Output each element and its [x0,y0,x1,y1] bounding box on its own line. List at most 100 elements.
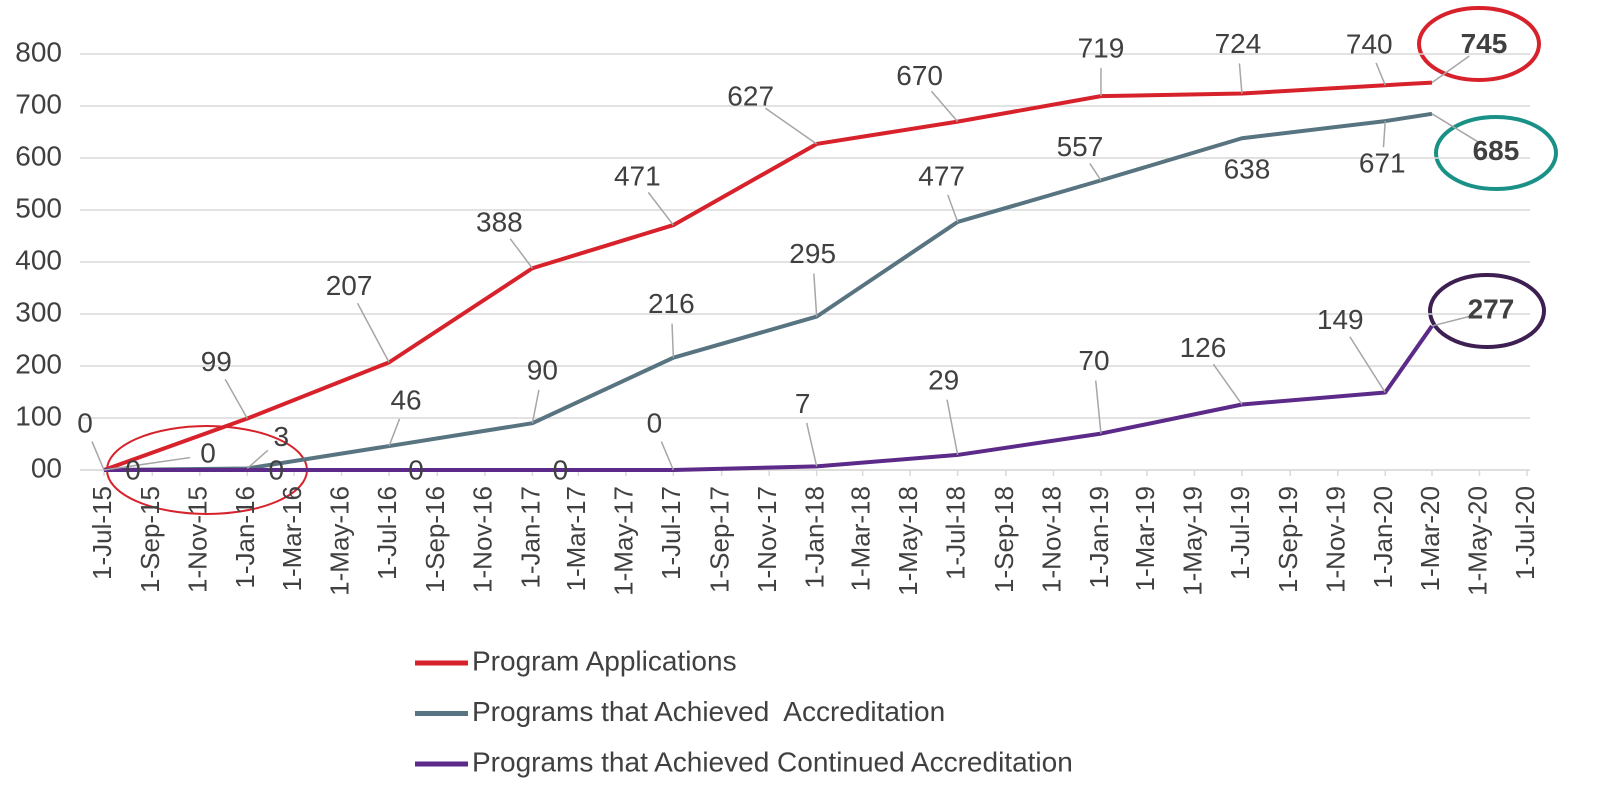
legend-label: Programs that Achieved Continued Accredi… [472,746,1073,777]
x-tick-label: 1-Mar-18 [845,486,875,591]
highlight-ellipse [1417,6,1541,82]
x-tick-label: 1-May-18 [893,486,923,596]
data-label: 670 [896,60,943,91]
data-label: 0 [553,454,569,485]
x-tick-label: 1-Jul-17 [656,486,686,580]
leader-line [930,90,959,123]
data-label: 557 [1057,131,1104,162]
x-tick-label: 1-Jul-15 [87,486,117,580]
leader-line [531,389,540,424]
leader-line [813,273,818,317]
data-label: 0 [647,407,663,438]
x-tick-label: 1-May-17 [609,486,639,596]
leader-line [947,194,959,223]
data-label: 745 [1461,28,1508,59]
data-label: 277 [1468,293,1515,324]
leader-line [103,456,191,471]
data-label: 3 [274,421,290,452]
x-tick-label: 1-Jan-16 [230,486,260,589]
leader-line [91,441,105,471]
y-tick-label: 800 [15,36,62,67]
data-label: 740 [1346,29,1393,60]
x-tick-label: 1-Sep-17 [705,486,735,593]
data-label: 0 [269,454,285,485]
data-label: 627 [727,80,774,111]
x-tick-label: 1-Sep-19 [1273,486,1303,593]
x-tick-label: 1-Nov-17 [752,486,782,593]
data-label: 0 [408,454,424,485]
x-tick-label: 1-Jul-20 [1510,486,1540,580]
y-tick-label: 200 [15,348,62,379]
x-tick-label: 1-Sep-18 [989,486,1019,593]
x-tick-label: 1-Nov-18 [1036,486,1066,593]
data-label: 724 [1215,28,1262,59]
x-tick-label: 1-Jan-17 [515,486,545,589]
data-label: 295 [789,238,836,269]
data-label: 7 [795,388,811,419]
x-tick-label: 1-Nov-16 [468,486,498,593]
data-label: 207 [326,270,373,301]
leader-line [805,422,818,467]
leader-line [1212,363,1243,405]
legend-label: Program Applications [472,645,737,676]
x-tick-label: 1-May-20 [1462,486,1492,596]
leader-line [356,302,390,363]
leader-line [1349,336,1386,393]
data-label: 471 [614,160,661,191]
highlight-ellipse [1434,115,1558,191]
x-tick-label: 1-Mar-20 [1415,486,1445,591]
data-label: 638 [1224,154,1271,185]
x-tick-label: 1-Mar-16 [277,486,307,591]
leader-line [1382,121,1386,148]
data-label: 126 [1180,332,1227,363]
leader-line [1431,113,1482,145]
data-label: 685 [1473,135,1520,166]
leader-line [1238,63,1243,94]
x-tick-label: 1-May-19 [1177,486,1207,596]
x-tick-label: 1-Jul-18 [941,486,971,580]
x-tick-label: 1-Jan-19 [1084,486,1114,589]
data-label: 0 [77,407,93,438]
x-tick-label: 1-Mar-17 [561,486,591,591]
data-label: 671 [1359,147,1406,178]
y-tick-label: 500 [15,192,62,223]
data-label: 29 [928,364,959,395]
data-label: 216 [648,288,695,319]
legend-label: Programs that Achieved Accreditation [472,696,945,727]
x-tick-label: 1-Jan-20 [1368,486,1398,589]
data-label: 0 [125,454,141,485]
x-tick-label: 1-Nov-19 [1321,486,1351,593]
leader-line [246,449,269,470]
x-tick-label: 1-May-16 [324,486,354,596]
leader-line [1089,162,1102,181]
leader-line [388,418,401,447]
leader-line [1431,55,1470,84]
y-tick-label: 400 [15,244,62,275]
y-tick-label: 100 [15,400,62,431]
data-label: 99 [201,346,232,377]
x-tick-label: 1-Sep-15 [135,486,165,593]
x-tick-label: 1-Mar-19 [1130,486,1160,591]
x-tick-label: 1-Jul-19 [1225,486,1255,580]
leader-line [1375,62,1386,86]
data-label: 70 [1078,345,1109,376]
data-label: 90 [527,355,558,386]
y-tick-label: 00 [31,452,62,483]
leader-line [946,399,959,456]
leader-line [1431,314,1474,327]
y-tick-label: 700 [15,88,62,119]
leader-line [1094,380,1102,434]
leader-line [224,378,248,419]
data-label: 0 [200,437,216,468]
data-label: 388 [476,207,523,238]
leader-line [671,323,675,358]
leader-line [509,238,533,269]
data-label: 477 [918,160,965,191]
y-tick-label: 300 [15,296,62,327]
leader-line [660,441,675,471]
data-label: 46 [390,384,421,415]
x-tick-label: 1-Jul-16 [372,486,402,580]
data-label: 149 [1317,304,1364,335]
y-tick-label: 600 [15,140,62,171]
x-tick-label: 1-Jan-18 [800,486,830,589]
